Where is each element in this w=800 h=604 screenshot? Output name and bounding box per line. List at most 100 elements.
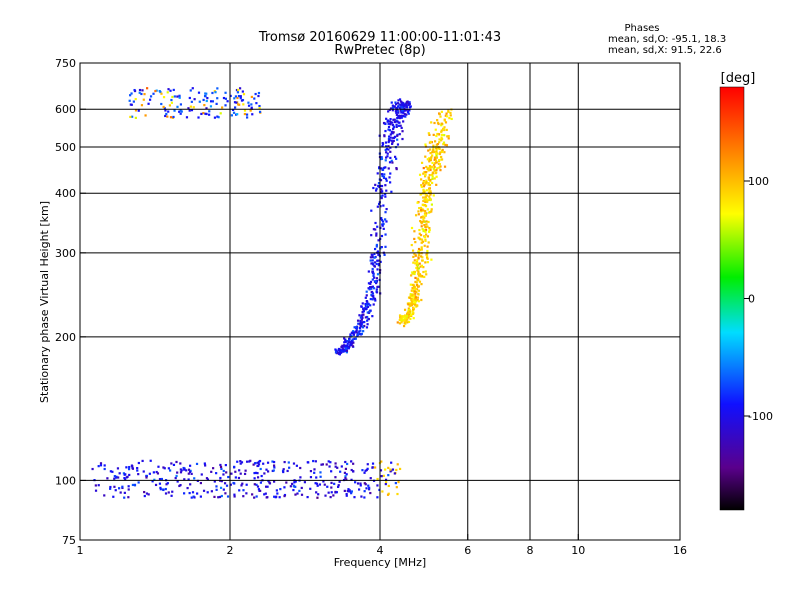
series-1-point-652 bbox=[407, 108, 411, 112]
series-1-point-614 bbox=[398, 116, 401, 120]
series-2-point-1198 bbox=[424, 239, 427, 242]
series-2-point-1375 bbox=[414, 296, 417, 299]
series-2-point-1136 bbox=[440, 129, 443, 132]
series-0-point-46 bbox=[293, 485, 296, 488]
series-2-point-1398 bbox=[408, 314, 411, 318]
series-0-point-367 bbox=[266, 461, 270, 464]
series-2-point-971 bbox=[445, 144, 449, 147]
series-0-point-298 bbox=[186, 486, 189, 490]
x-axis-ticks: 1 2 4 6 8 10 16 bbox=[77, 534, 687, 557]
series-3-point-1549 bbox=[167, 88, 170, 91]
series-0-point-305 bbox=[220, 467, 223, 471]
series-1-point-728 bbox=[398, 98, 402, 101]
series-0-point-274 bbox=[169, 469, 172, 472]
series-2-point-1010 bbox=[422, 172, 425, 175]
series-0-point-193 bbox=[330, 486, 333, 489]
series-1-point-610 bbox=[391, 109, 394, 112]
series-2-point-1060 bbox=[420, 274, 424, 278]
series-3-point-1584 bbox=[233, 97, 236, 100]
series-1-point-867 bbox=[339, 348, 342, 351]
series-0-point-380 bbox=[274, 496, 277, 499]
series-0-point-140 bbox=[264, 492, 267, 495]
series-0-point-338 bbox=[147, 493, 150, 496]
series-0-point-169 bbox=[174, 476, 177, 480]
series-1-point-465 bbox=[397, 114, 400, 117]
series-2-point-1428 bbox=[449, 111, 452, 114]
series-0-point-18 bbox=[339, 470, 342, 473]
series-0-point-25 bbox=[253, 471, 256, 475]
series-2-point-993 bbox=[439, 165, 442, 168]
series-1-point-844 bbox=[371, 315, 374, 318]
series-2-point-1183 bbox=[436, 152, 439, 155]
series-3-point-1597 bbox=[211, 91, 214, 95]
series-2-point-1417 bbox=[416, 201, 419, 204]
series-3-point-1561 bbox=[170, 98, 173, 102]
series-2-point-1004 bbox=[444, 114, 447, 117]
series-2-point-1344 bbox=[434, 159, 438, 163]
series-0-point-208 bbox=[202, 489, 206, 492]
series-0-point-328 bbox=[299, 466, 302, 470]
series-2-point-1434 bbox=[421, 203, 424, 206]
series-2-point-1381 bbox=[429, 210, 432, 214]
series-1-point-726 bbox=[397, 121, 400, 124]
series-0-point-279 bbox=[283, 486, 286, 489]
series-2-point-1236 bbox=[429, 152, 432, 155]
series-0-point-343 bbox=[272, 469, 275, 472]
series-0-point-303 bbox=[389, 470, 392, 473]
series-0-point-404 bbox=[256, 461, 259, 464]
series-0-point-74 bbox=[329, 496, 332, 499]
series-0-point-384 bbox=[276, 492, 279, 495]
series-3-point-1555 bbox=[164, 114, 167, 118]
series-2-point-1422 bbox=[418, 262, 421, 265]
series-2-point-1276 bbox=[422, 166, 425, 170]
series-2-point-940 bbox=[417, 289, 420, 292]
series-3-point-1616 bbox=[213, 116, 217, 119]
series-1-point-756 bbox=[348, 345, 351, 348]
series-2-point-1423 bbox=[440, 158, 444, 161]
series-1-point-632 bbox=[364, 296, 367, 299]
series-2-point-979 bbox=[438, 138, 441, 141]
y-axis-label: Stationary phase Virtual Height [km] bbox=[38, 201, 51, 403]
series-0-point-117 bbox=[393, 472, 396, 475]
series-1-point-905 bbox=[349, 333, 352, 336]
series-0-point-289 bbox=[384, 482, 387, 486]
series-2-point-1320 bbox=[417, 257, 420, 260]
series-2-point-1175 bbox=[429, 193, 432, 196]
series-2-point-1099 bbox=[436, 119, 439, 122]
series-1-point-839 bbox=[408, 106, 412, 109]
series-0-point-191 bbox=[382, 474, 385, 477]
series-1-point-440 bbox=[385, 156, 388, 159]
x-tick-label-5: 10 bbox=[571, 544, 585, 557]
series-2-point-1085 bbox=[420, 248, 423, 251]
series-1-point-716 bbox=[394, 155, 397, 158]
series-0-point-136 bbox=[158, 477, 162, 481]
series-0-point-172 bbox=[387, 474, 390, 477]
series-1-point-931 bbox=[396, 105, 400, 108]
series-3-point-1492 bbox=[235, 101, 238, 104]
series-0-point-412 bbox=[314, 460, 317, 463]
series-1-point-702 bbox=[388, 120, 392, 123]
series-0-point-8 bbox=[224, 463, 227, 467]
series-1-point-878 bbox=[396, 120, 399, 123]
series-3-point-1500 bbox=[242, 93, 246, 96]
series-3-point-1530 bbox=[224, 97, 227, 100]
series-2-point-1299 bbox=[416, 262, 419, 265]
series-2-point-1066 bbox=[423, 223, 426, 227]
series-0-point-387 bbox=[137, 473, 140, 476]
series-1-point-494 bbox=[370, 209, 373, 212]
series-3-point-1596 bbox=[221, 106, 224, 109]
series-2-point-951 bbox=[411, 302, 415, 306]
series-1-point-644 bbox=[401, 130, 404, 133]
series-0-point-122 bbox=[122, 472, 126, 475]
series-3-point-1499 bbox=[232, 111, 236, 114]
series-3-point-1566 bbox=[216, 115, 219, 118]
series-0-point-375 bbox=[222, 469, 225, 473]
series-2-point-1229 bbox=[433, 177, 436, 180]
colorbar-ticks: 100 0 -100 bbox=[744, 175, 773, 423]
series-0-point-287 bbox=[285, 481, 288, 484]
series-0-point-160 bbox=[334, 462, 337, 465]
series-1-point-862 bbox=[371, 256, 374, 259]
series-1-point-519 bbox=[343, 349, 347, 353]
series-0-point-159 bbox=[143, 494, 146, 498]
series-2-point-1084 bbox=[426, 235, 429, 238]
